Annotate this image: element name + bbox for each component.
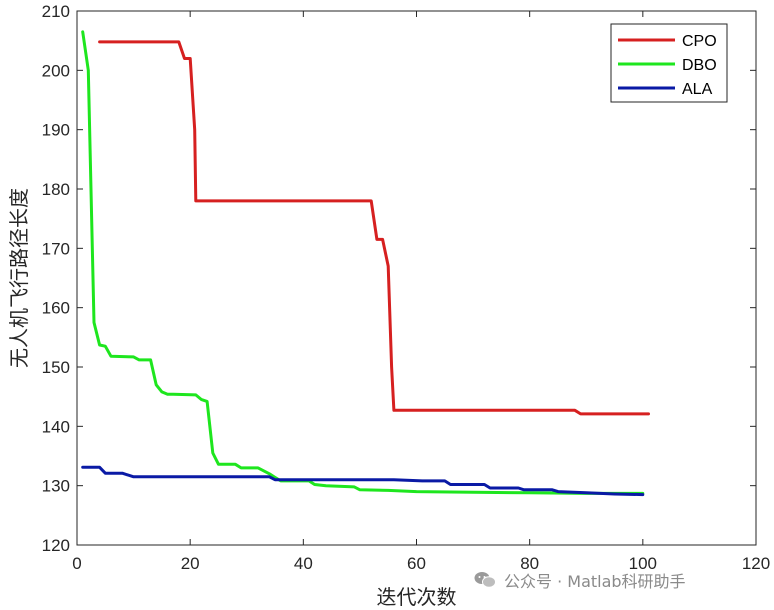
- series-line-ala: [81, 465, 645, 497]
- y-tick-label: 160: [42, 299, 70, 318]
- y-tick-label: 130: [42, 477, 70, 496]
- legend-label-ala: ALA: [682, 81, 713, 98]
- x-axis-title: 迭代次数: [377, 585, 457, 609]
- legend-label-dbo: DBO: [682, 57, 717, 74]
- x-tick-label: 120: [742, 554, 770, 573]
- y-tick-label: 190: [42, 121, 70, 140]
- series-line-dbo: [81, 30, 645, 495]
- legend-label-cpo: CPO: [682, 33, 717, 50]
- watermark-text: 公众号 · Matlab科研助手: [504, 572, 686, 591]
- series-line-cpo: [98, 40, 650, 416]
- x-tick-label: 20: [181, 554, 200, 573]
- x-tick-label: 100: [629, 554, 657, 573]
- x-tick-label: 60: [407, 554, 426, 573]
- x-tick-label: 0: [72, 554, 81, 573]
- y-tick-label: 120: [42, 536, 70, 555]
- x-tick-label: 40: [294, 554, 313, 573]
- y-axis-title: 无人机飞行路径长度: [7, 188, 31, 368]
- x-tick-label: 80: [520, 554, 539, 573]
- y-tick-label: 210: [42, 2, 70, 21]
- y-tick-label: 150: [42, 358, 70, 377]
- y-tick-label: 200: [42, 61, 70, 80]
- plot-area: 0 20 40 60 80 100 120 120 130 140 150 160 170 180 190 2…: [7, 2, 770, 609]
- watermark: 公众号 · Matlab科研助手: [474, 566, 770, 594]
- y-tick-label: 140: [42, 417, 70, 436]
- wechat-icon: [474, 572, 496, 588]
- y-tick-label: 170: [42, 239, 70, 258]
- y-tick-label: 180: [42, 180, 70, 199]
